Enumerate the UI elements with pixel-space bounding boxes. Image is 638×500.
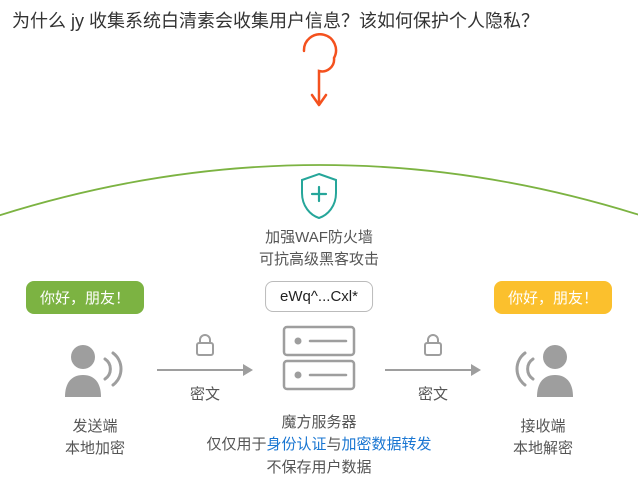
arrow-right-icon-2	[383, 361, 483, 379]
note-and: 与	[327, 436, 342, 453]
receiver-label: 接收端	[488, 416, 598, 439]
receiver-person-icon	[507, 339, 579, 401]
shield-plus-icon	[296, 171, 342, 221]
receiver-column: 接收端 本地解密	[488, 319, 598, 461]
diagram-container: 加强WAF防火墙 可抗高级黑客攻击 你好，朋友！ eWq^...Cxl* 你好，…	[0, 41, 638, 471]
server-note1: 仅仅用于身份认证与加密数据转发	[204, 434, 434, 457]
sender-note: 本地加密	[40, 438, 150, 461]
sender-label: 发送端	[40, 416, 150, 439]
bubble-right: 你好，朋友！	[494, 281, 612, 314]
server-note2: 不保存用户数据	[204, 457, 434, 480]
note-relay: 加密数据转发	[342, 436, 432, 453]
note-auth: 身份认证	[266, 436, 326, 453]
waf-line1: 加强WAF防火墙	[259, 227, 379, 250]
arrow-right-label: 密文	[383, 383, 483, 404]
note-prefix: 仅仅用于	[206, 436, 266, 453]
sender-person-icon	[59, 339, 131, 401]
bubble-mid: eWq^...Cxl*	[265, 281, 373, 312]
bubble-left: 你好，朋友！	[26, 281, 144, 314]
waf-text: 加强WAF防火墙 可抗高级黑客攻击	[259, 227, 379, 272]
arrow-right-block: 密文	[383, 333, 483, 404]
lock-icon-right	[422, 333, 444, 357]
server-label: 魔方服务器	[204, 412, 434, 435]
receiver-note: 本地解密	[488, 438, 598, 461]
page-title: 为什么 jy 收集系统白清素会收集用户信息？该如何保护个人隐私？	[0, 0, 638, 37]
waf-line2: 可抗高级黑客攻击	[259, 249, 379, 272]
sender-column: 发送端 本地加密	[40, 319, 150, 461]
spiral-arrow-icon	[284, 33, 354, 123]
server-icon	[274, 319, 364, 397]
